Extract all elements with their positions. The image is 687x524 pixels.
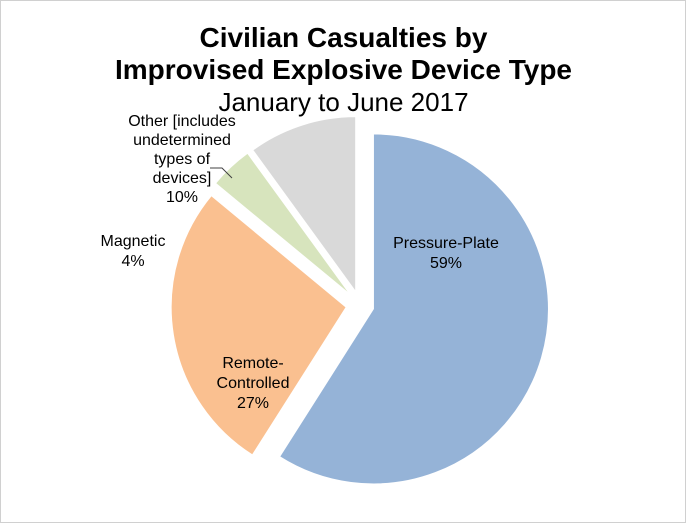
slice-label: Remote-Controlled 27% xyxy=(217,355,290,412)
chart-title-line2: Improvised Explosive Device Type xyxy=(114,54,572,85)
chart-subtitle: January to June 2017 xyxy=(218,87,469,117)
slice-label: Pressure-Plate 59% xyxy=(393,235,499,272)
slice-label: Magnetic 4% xyxy=(101,233,166,270)
chart-title: Civilian Casualties by Improvised Explos… xyxy=(0,22,687,118)
pie-slice xyxy=(214,152,351,296)
chart-title-line1: Civilian Casualties by xyxy=(199,22,488,53)
pie-slice xyxy=(252,116,357,294)
label-leader-line xyxy=(210,167,233,179)
pie-slice xyxy=(278,133,549,485)
pie-slice xyxy=(170,194,347,456)
slice-label: Other [includes undetermined types of devic… xyxy=(128,113,236,206)
